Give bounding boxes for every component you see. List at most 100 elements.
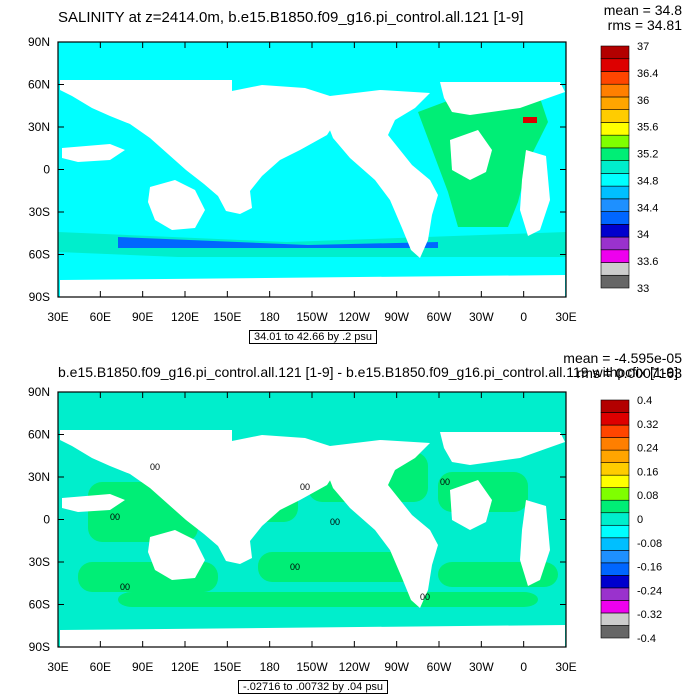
panel1-colorbar: 37 36.4 36 35.6 35.2 34.8 34.4 34 33.6 33 <box>600 41 658 295</box>
colorbar-swatch <box>600 437 630 451</box>
colorbar-swatch <box>600 587 630 601</box>
y-tick-label: 90N <box>28 35 50 49</box>
panel2-mean: mean = -4.595e-05 <box>563 350 682 366</box>
colorbar-label: 33.6 <box>637 256 658 268</box>
colorbar-swatch <box>600 236 630 251</box>
panel1-mean: mean = 34.8 <box>603 2 682 18</box>
y-tick-label: 0 <box>43 513 50 527</box>
colorbar-swatch <box>600 612 630 626</box>
y-tick-label: 60S <box>29 598 50 612</box>
panel2-colorbar: 0.4 0.32 0.24 0.16 0.08 0 -0.08 -0.16 -0.24 -0.32… <box>600 395 662 645</box>
colorbar-swatch <box>600 274 630 289</box>
colorbar-swatch <box>600 600 630 614</box>
y-tick-label: 90S <box>29 640 50 654</box>
colorbar-swatch <box>600 45 630 60</box>
x-tick-label: 120W <box>339 310 371 324</box>
colorbar-swatch <box>600 412 630 426</box>
x-tick-label: 0 <box>520 660 527 674</box>
mediterranean-outflow <box>523 117 537 123</box>
colorbar-label: 33 <box>637 283 649 295</box>
colorbar-swatch <box>600 424 630 438</box>
positive-anomaly-patch <box>258 552 428 582</box>
y-tick-label: 0 <box>43 163 50 177</box>
contour-label: 00 <box>420 592 430 602</box>
colorbar-label: -0.4 <box>637 633 656 645</box>
x-tick-label: 30E <box>47 660 68 674</box>
colorbar-swatch <box>600 83 630 98</box>
colorbar-swatch <box>600 160 630 174</box>
panel2-map: 30E 60E 90E 120E 150E 180 150W 120W 90W 60W 30W 0 30… <box>28 385 577 674</box>
colorbar-swatch <box>600 474 630 488</box>
x-tick-label: 150E <box>213 660 241 674</box>
contour-label: 00 <box>330 517 340 527</box>
y-tick-label: 30S <box>29 205 50 219</box>
panel1-contour-note: 34.01 to 42.66 by .2 psu <box>249 330 378 344</box>
x-tick-label: 150E <box>213 310 241 324</box>
colorbar-label: 0 <box>637 514 643 526</box>
y-tick-label: 90N <box>28 385 50 399</box>
contour-label: 00 <box>110 512 120 522</box>
x-tick-label: 90W <box>384 660 409 674</box>
panel1-map: 30E 60E 90E 120E 150E 180 150W 120W 90W 60W 30W 0 30… <box>28 35 577 324</box>
x-tick-label: 180 <box>260 660 280 674</box>
colorbar-label: -0.32 <box>637 609 662 621</box>
colorbar-swatch <box>600 537 630 551</box>
colorbar-swatch <box>600 224 630 238</box>
colorbar-swatch <box>600 198 630 212</box>
colorbar-swatch <box>600 249 630 263</box>
colorbar-label: 34.8 <box>637 175 658 187</box>
contour-label: 00 <box>300 482 310 492</box>
x-tick-label: 30E <box>555 310 576 324</box>
y-tick-label: 60S <box>29 248 50 262</box>
colorbar-swatch <box>600 58 630 72</box>
colorbar-swatch <box>600 211 630 225</box>
x-tick-label: 180 <box>260 310 280 324</box>
x-tick-label: 60W <box>427 660 452 674</box>
panel2-contour-note: -.02716 to .00732 by .04 psu <box>238 680 389 694</box>
colorbar-swatch <box>600 550 630 564</box>
colorbar-swatch <box>600 173 630 187</box>
colorbar-swatch <box>600 562 630 576</box>
colorbar-label: 35.2 <box>637 149 658 161</box>
colorbar-swatch <box>600 262 630 276</box>
colorbar-swatch <box>600 499 630 514</box>
colorbar-label: 0.24 <box>637 443 658 455</box>
colorbar-label: 36.4 <box>637 68 658 80</box>
x-tick-label: 60E <box>90 660 111 674</box>
colorbar-swatch <box>600 399 630 413</box>
colorbar-label: 34.4 <box>637 202 658 214</box>
colorbar-label: 36 <box>637 95 649 107</box>
colorbar-label: -0.24 <box>637 585 662 597</box>
colorbar-swatch <box>600 512 630 526</box>
y-tick-label: 60N <box>28 428 50 442</box>
colorbar-label: 34 <box>637 229 649 241</box>
y-tick-label: 30S <box>29 555 50 569</box>
x-tick-label: 120E <box>171 310 199 324</box>
colorbar-swatch <box>600 134 630 149</box>
x-tick-label: 30E <box>555 660 576 674</box>
x-tick-label: 30E <box>47 310 68 324</box>
contour-label: 00 <box>120 582 130 592</box>
southern-ocean-band <box>58 232 566 257</box>
colorbar-swatch <box>600 625 630 639</box>
colorbar-swatch <box>600 524 630 539</box>
x-tick-label: 90W <box>384 310 409 324</box>
colorbar-swatch <box>600 185 630 200</box>
x-tick-label: 150W <box>296 310 328 324</box>
colorbar-swatch <box>600 109 630 123</box>
colorbar-label: -0.16 <box>637 562 662 574</box>
panel1-title: SALINITY at z=2414.0m, b.e15.B1850.f09_g… <box>58 9 524 26</box>
x-tick-label: 90E <box>132 660 153 674</box>
x-tick-label: 60W <box>427 310 452 324</box>
contour-label: 00 <box>440 477 450 487</box>
contour-label: 00 <box>150 462 160 472</box>
colorbar-swatch <box>600 487 630 501</box>
panel1-rms: rms = 34.81 <box>607 17 682 33</box>
y-tick-label: 60N <box>28 78 50 92</box>
contour-label: 00 <box>290 562 300 572</box>
colorbar-swatch <box>600 147 630 161</box>
x-tick-label: 0 <box>520 310 527 324</box>
deep-low-salinity <box>118 237 438 248</box>
colorbar-label: 0.4 <box>637 395 652 407</box>
